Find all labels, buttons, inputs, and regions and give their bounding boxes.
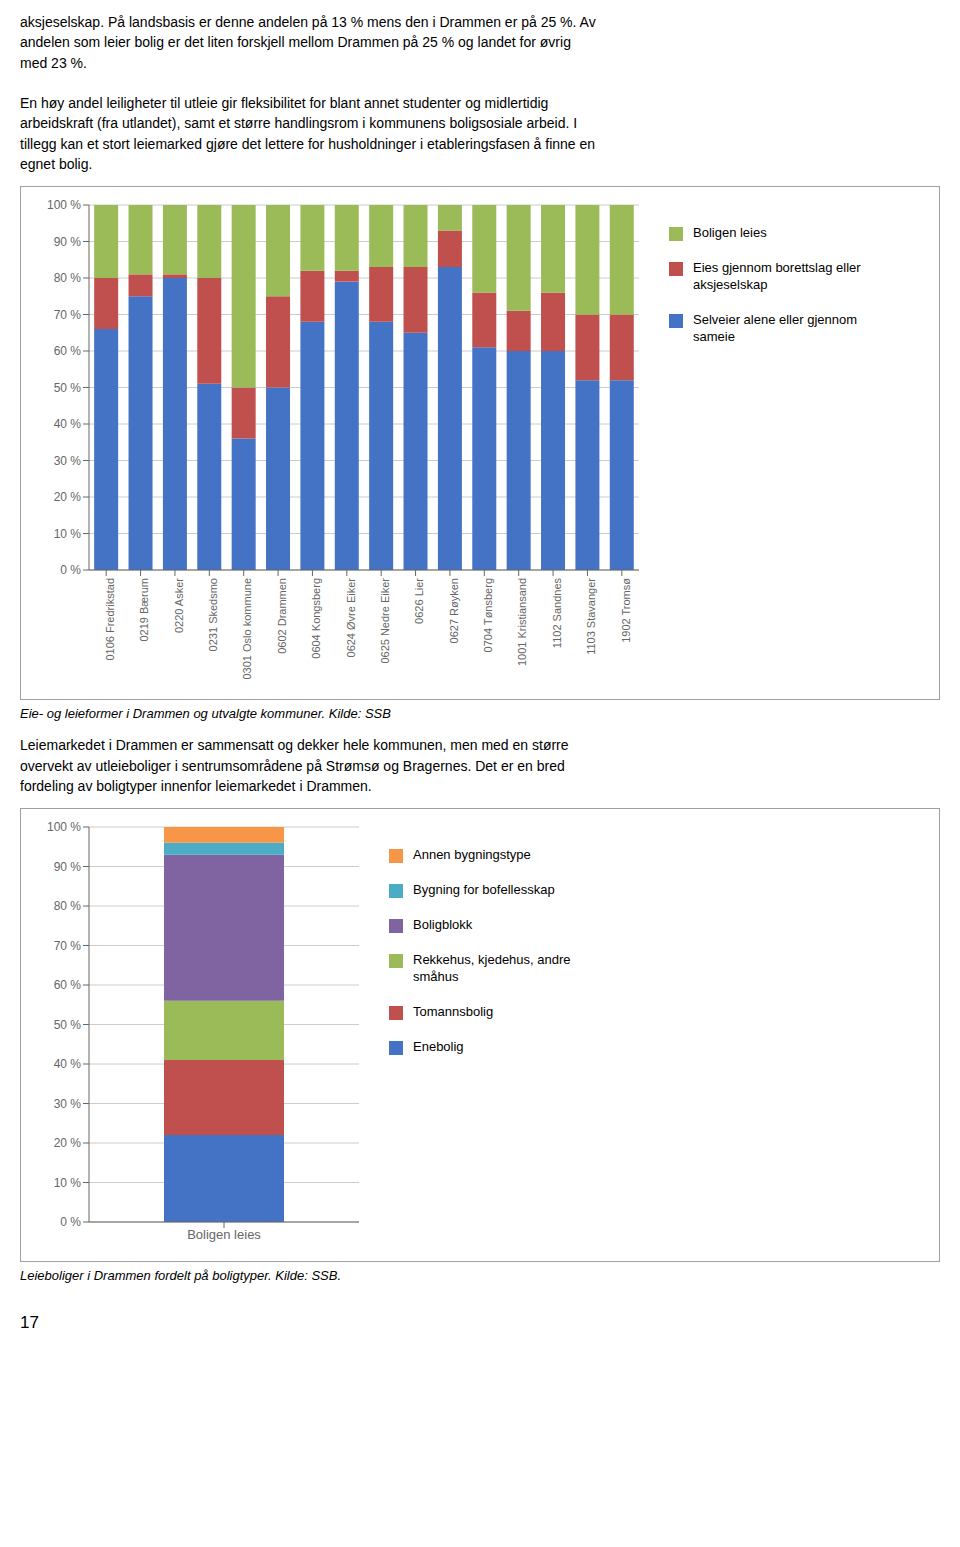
svg-text:1902 Tromsø: 1902 Tromsø [620, 578, 632, 643]
html-text:sameie: sameie [693, 328, 735, 344]
svg-text:30 %: 30 % [54, 1097, 82, 1111]
svg-text:0624 Øvre Eiker: 0624 Øvre Eiker [345, 578, 357, 658]
svg-text:0602 Drammen: 0602 Drammen [276, 578, 288, 654]
svg-text:40 %: 40 % [54, 418, 82, 432]
svg-text:0231 Skedsmo: 0231 Skedsmo [207, 578, 219, 651]
svg-text:0627 Røyken: 0627 Røyken [448, 578, 460, 643]
html-text:Rekkehus, kjedehus, andre: Rekkehus, kjedehus, andre [413, 951, 571, 967]
svg-text:1103 Stavanger: 1103 Stavanger [585, 578, 597, 655]
svg-text:0625 Nedre Eiker: 0625 Nedre Eiker [379, 578, 391, 664]
html-text:småhus: småhus [413, 968, 459, 984]
svg-text:20 %: 20 % [54, 1137, 82, 1151]
svg-text:0301 Oslo kommune: 0301 Oslo kommune [241, 578, 253, 680]
svg-text:90 %: 90 % [54, 235, 82, 249]
svg-text:Boligen leies: Boligen leies [187, 1227, 261, 1242]
svg-text:100 %: 100 % [47, 821, 81, 835]
html-text:Boligen leies: Boligen leies [693, 225, 767, 241]
svg-text:80 %: 80 % [54, 900, 82, 914]
svg-text:20 %: 20 % [54, 491, 82, 505]
html-text:17: 17 [20, 1313, 39, 1333]
svg-text:90 %: 90 % [54, 860, 82, 874]
html-text:aksjeselskap: aksjeselskap [693, 277, 768, 293]
svg-text:50 %: 50 % [54, 381, 82, 395]
svg-text:80 %: 80 % [54, 272, 82, 286]
html-text:Bygning for bofellesskap: Bygning for bofellesskap [413, 882, 555, 898]
html-text:Eie- og leieformer i Drammen o: Eie- og leieformer i Drammen og utvalgte… [20, 706, 391, 722]
html-text:Selveier alene eller gjennom: Selveier alene eller gjennom [693, 312, 857, 327]
svg-text:0 %: 0 % [60, 1216, 81, 1230]
html-text:Eies gjennom borettslag eller: Eies gjennom borettslag eller [693, 260, 861, 276]
svg-text:0219 Bærum: 0219 Bærum [138, 578, 150, 642]
svg-text:60 %: 60 % [54, 979, 82, 993]
svg-text:70 %: 70 % [54, 939, 82, 953]
svg-text:30 %: 30 % [54, 454, 82, 468]
svg-text:40 %: 40 % [54, 1058, 82, 1072]
svg-text:1102 Sandnes: 1102 Sandnes [551, 578, 563, 649]
html-text:aksjeselskap. På landsbasis er: aksjeselskap. På landsbasis er denne and… [20, 14, 596, 173]
svg-text:0626 Lier: 0626 Lier [413, 578, 425, 624]
svg-text:0 %: 0 % [60, 564, 81, 578]
svg-text:0106 Fredrikstad: 0106 Fredrikstad [104, 578, 116, 661]
html-text:Enebolig: Enebolig [413, 1038, 464, 1054]
html-text:Tomannsbolig: Tomannsbolig [413, 1003, 494, 1019]
svg-text:0220 Asker: 0220 Asker [173, 578, 185, 633]
html-text:Leiemarkedet i Drammen er samm: Leiemarkedet i Drammen er sammensatt og … [20, 737, 569, 794]
html-text:Boligblokk: Boligblokk [413, 917, 473, 932]
svg-text:10 %: 10 % [54, 1176, 82, 1190]
svg-text:50 %: 50 % [54, 1018, 82, 1032]
svg-text:100 %: 100 % [47, 199, 81, 213]
svg-text:10 %: 10 % [54, 527, 82, 541]
svg-text:60 %: 60 % [54, 345, 82, 359]
svg-text:1001 Kristiansand: 1001 Kristiansand [516, 578, 528, 666]
html-text:Leieboliger i Drammen fordelt: Leieboliger i Drammen fordelt på boligty… [20, 1268, 342, 1284]
svg-text:70 %: 70 % [54, 308, 82, 322]
html-text:Annen bygningstype: Annen bygningstype [413, 847, 531, 863]
svg-text:0704 Tønsberg: 0704 Tønsberg [482, 578, 494, 652]
svg-text:0604 Kongsberg: 0604 Kongsberg [310, 578, 322, 659]
